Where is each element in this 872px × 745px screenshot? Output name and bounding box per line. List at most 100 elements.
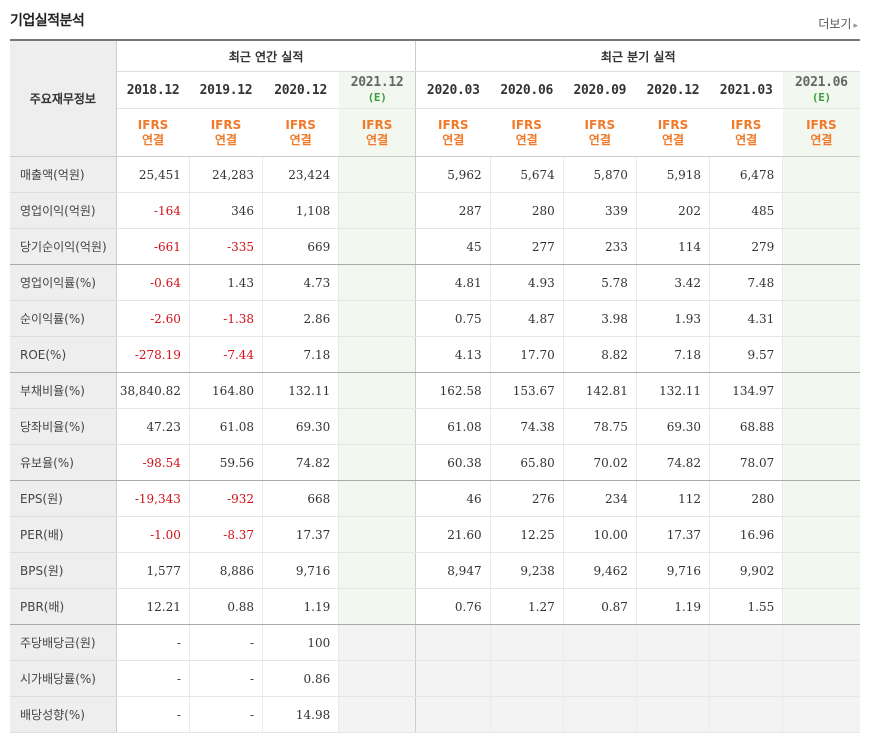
cell-value: -8.37 <box>188 516 263 553</box>
cell-value: 8,886 <box>188 552 263 589</box>
cell-value <box>782 552 860 589</box>
cell-value <box>338 588 416 625</box>
cell-value: -1.38 <box>188 300 263 337</box>
accounting-standard: IFRS 연결 <box>262 108 339 157</box>
table-row: PER(배) -1.00 -8.37 17.37 21.60 12.25 10.00 17.3… <box>10 516 860 553</box>
consolidated-label: 연결 <box>735 132 758 147</box>
cell-value: 17.37 <box>635 516 710 553</box>
cell-value: 1.27 <box>489 588 564 625</box>
row-label: 영업이익(억원) <box>10 192 117 229</box>
financial-summary-table: 주요재무정보 최근 연간 실적 최근 분기 실적 2018.12 2019.12 2020… <box>10 39 860 733</box>
cell-value: 132.11 <box>635 372 710 409</box>
cell-value: 14.98 <box>262 696 339 733</box>
cell-value: 0.76 <box>415 588 491 625</box>
table-row: 배당성향(%) - -14.98 <box>10 696 860 733</box>
table-row: 순이익률(%) -2.60 -1.38 2.86 0.75 4.87 3.98 1.93 4.3… <box>10 300 860 337</box>
cell-value: 287 <box>415 192 491 229</box>
ifrs-label: IFRS <box>806 117 837 132</box>
cell-value <box>782 228 860 265</box>
cell-value: 9.57 <box>709 336 783 373</box>
cell-value: 74.82 <box>635 444 710 481</box>
cell-value <box>782 480 860 517</box>
cell-value <box>782 696 860 733</box>
cell-value <box>338 336 416 373</box>
cell-value: 668 <box>262 480 339 517</box>
row-label: EPS(원) <box>10 480 117 517</box>
ifrs-label: IFRS <box>361 117 393 132</box>
more-link[interactable]: 더보기 ▸ <box>818 15 858 32</box>
cell-value: 2.86 <box>262 300 339 337</box>
cell-value: 4.13 <box>415 336 491 373</box>
cell-value <box>782 660 860 697</box>
cell-value: 3.98 <box>562 300 637 337</box>
cell-value: 16.96 <box>709 516 783 553</box>
table-row: PBR(배) 12.21 0.88 1.19 0.76 1.27 0.87 1.19 1.55 <box>10 588 860 625</box>
cell-value <box>489 696 564 733</box>
cell-value: 1,577 <box>115 552 190 589</box>
consolidated-label: 연결 <box>588 132 611 147</box>
period-label: 2021.12 <box>350 75 404 90</box>
ifrs-label: IFRS <box>584 117 616 132</box>
cell-value: 70.02 <box>562 444 637 481</box>
cell-value: 0.87 <box>562 588 637 625</box>
ifrs-label: IFRS <box>657 117 689 132</box>
period-header: 2021.06 (E) <box>782 71 860 109</box>
row-label: 부채비율(%) <box>10 372 117 409</box>
accounting-standard: IFRS 연결 <box>338 108 416 157</box>
cell-value <box>782 444 860 481</box>
table-row: ROE(%) -278.19 -7.44 7.18 4.13 17.70 8.82 7.18 9… <box>10 336 860 373</box>
cell-value: 1.19 <box>635 588 710 625</box>
row-label: 순이익률(%) <box>10 300 117 337</box>
cell-value: 164.80 <box>188 372 263 409</box>
cell-value: 1.19 <box>262 588 339 625</box>
cell-value: 5,870 <box>562 156 637 193</box>
cell-value <box>338 408 416 445</box>
cell-value: 9,462 <box>562 552 637 589</box>
section-title: 기업실적분석 <box>10 13 85 29</box>
quarter-group-header: 최근 분기 실적 <box>415 39 860 72</box>
cell-value <box>338 552 416 589</box>
cell-value: 0.75 <box>415 300 491 337</box>
cell-value <box>415 696 491 733</box>
period-label: 2021.06 <box>795 75 848 90</box>
period-header: 2020.12 <box>262 71 339 109</box>
cell-value <box>782 300 860 337</box>
ifrs-label: IFRS <box>437 117 469 132</box>
cell-value: 134.97 <box>709 372 783 409</box>
cell-value <box>338 480 416 517</box>
cell-value: 1.43 <box>188 264 263 301</box>
cell-value: 1,108 <box>262 192 339 229</box>
accounting-standard: IFRS 연결 <box>709 108 783 157</box>
period-header: 2020.12 <box>636 71 710 109</box>
consolidated-label: 연결 <box>289 132 312 147</box>
cell-value: 669 <box>262 228 339 265</box>
accounting-standard: IFRS 연결 <box>116 108 190 157</box>
cell-value <box>782 264 860 301</box>
period-header: 2021.12 (E) <box>338 71 416 109</box>
cell-value: 7.18 <box>635 336 710 373</box>
cell-value: -335 <box>188 228 263 265</box>
table-row: 유보율(%) -98.54 59.56 74.82 60.38 65.80 70.02 74.… <box>10 444 860 481</box>
cell-value: -278.19 <box>115 336 190 373</box>
cell-value: 4.87 <box>489 300 564 337</box>
cell-value: 276 <box>489 480 564 517</box>
row-label: 시가배당률(%) <box>10 660 117 697</box>
cell-value: 7.48 <box>709 264 783 301</box>
cell-value: 8.82 <box>562 336 637 373</box>
cell-value: 4.93 <box>489 264 564 301</box>
cell-value: 78.07 <box>709 444 783 481</box>
cell-value: 5,962 <box>415 156 491 193</box>
cell-value: 74.38 <box>489 408 564 445</box>
cell-value <box>782 624 860 661</box>
table-row: 당기순이익(억원) -661 -335 669 45 277 233 114 279 <box>10 228 860 265</box>
accounting-standard: IFRS 연결 <box>782 108 860 157</box>
table-row: EPS(원) -19,343 -932 668 46 276 234 112 280 <box>10 480 860 517</box>
cell-value <box>489 624 564 661</box>
cell-value <box>709 696 783 733</box>
cell-value: 485 <box>709 192 783 229</box>
cell-value <box>635 696 710 733</box>
consolidated-label: 연결 <box>810 132 833 147</box>
row-label: 유보율(%) <box>10 444 117 481</box>
table-row: 당좌비율(%) 47.23 61.08 69.30 61.08 74.38 78.75 69.… <box>10 408 860 445</box>
cell-value: 47.23 <box>115 408 190 445</box>
